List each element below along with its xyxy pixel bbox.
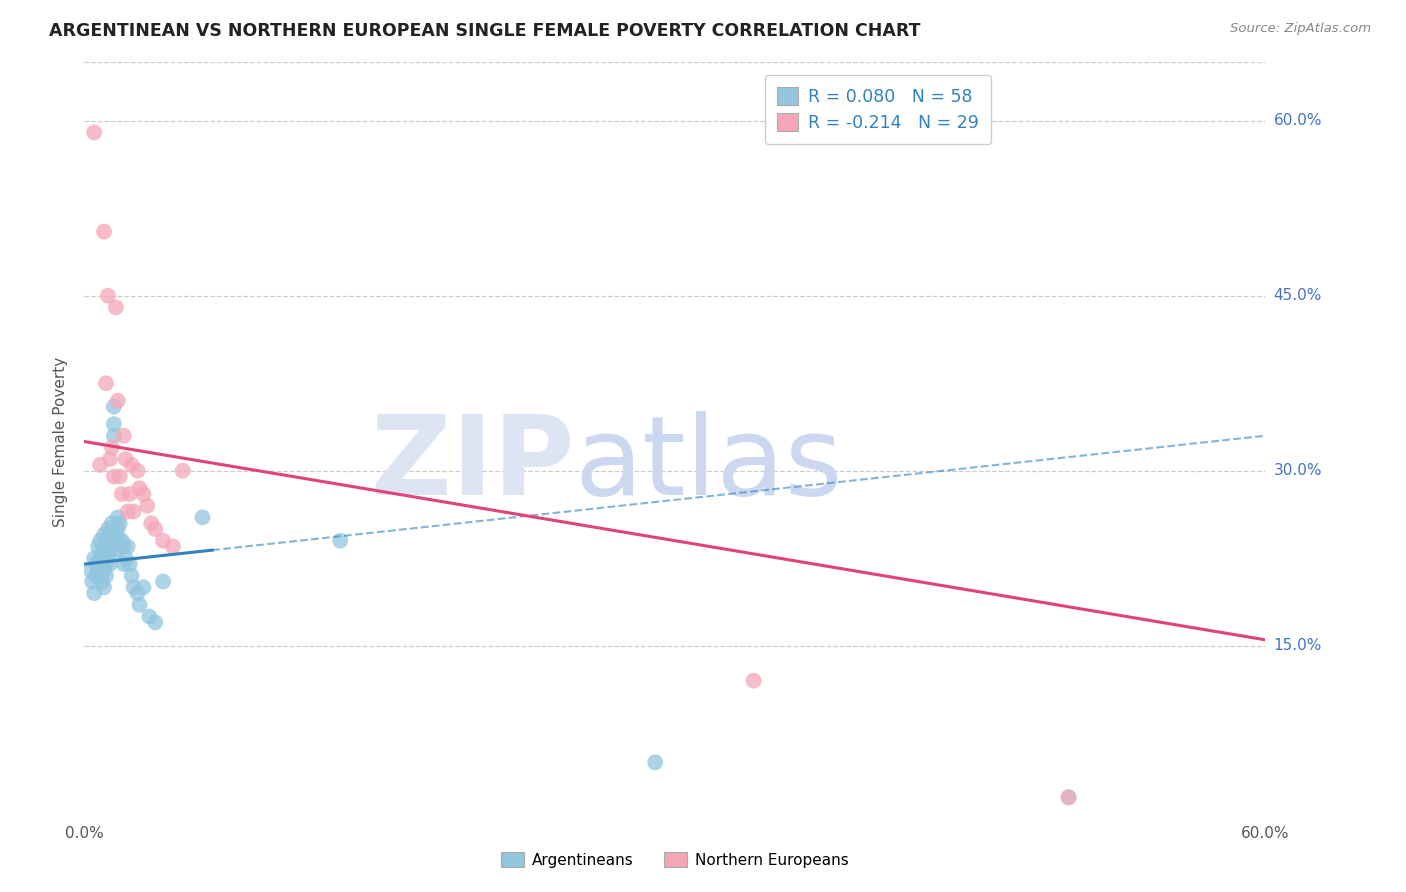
Point: [97, 545, 120, 559]
Point: [143, 615, 166, 630]
Point: [112, 557, 135, 571]
Point: [191, 510, 214, 524]
Point: [162, 540, 184, 554]
Text: atlas: atlas: [575, 411, 844, 517]
Point: [94, 545, 117, 559]
Point: [101, 441, 124, 455]
Point: [172, 464, 194, 478]
Point: [103, 469, 125, 483]
Point: [114, 551, 136, 566]
Point: [103, 417, 125, 431]
Point: [97, 533, 120, 548]
Text: ZIP: ZIP: [371, 411, 575, 517]
Point: [141, 516, 163, 531]
Point: [107, 522, 129, 536]
Point: [87, 563, 110, 577]
Point: [644, 756, 666, 770]
Point: [98, 557, 121, 571]
Point: [1057, 790, 1080, 805]
Point: [79, 563, 101, 577]
Point: [98, 452, 121, 467]
Point: [103, 400, 125, 414]
Point: [132, 580, 155, 594]
Point: [104, 528, 127, 542]
Point: [101, 533, 124, 548]
Point: [89, 551, 111, 566]
Point: [118, 557, 141, 571]
Point: [97, 522, 120, 536]
Point: [101, 516, 124, 531]
Point: [103, 428, 125, 442]
Point: [83, 551, 105, 566]
Point: [121, 568, 143, 582]
Point: [127, 464, 149, 478]
Point: [94, 557, 117, 571]
Point: [91, 557, 114, 571]
Y-axis label: Single Female Poverty: Single Female Poverty: [53, 357, 69, 526]
Point: [117, 504, 139, 518]
Point: [93, 580, 115, 594]
Point: [98, 545, 121, 559]
Point: [108, 516, 131, 531]
Point: [111, 487, 134, 501]
Point: [329, 533, 352, 548]
Point: [83, 586, 105, 600]
Point: [107, 510, 129, 524]
Point: [93, 528, 115, 542]
Point: [121, 458, 143, 472]
Text: 60.0%: 60.0%: [1274, 113, 1322, 128]
Point: [114, 452, 136, 467]
Point: [127, 586, 149, 600]
Point: [112, 428, 135, 442]
Point: [104, 545, 127, 559]
Text: ARGENTINEAN VS NORTHERN EUROPEAN SINGLE FEMALE POVERTY CORRELATION CHART: ARGENTINEAN VS NORTHERN EUROPEAN SINGLE …: [49, 22, 921, 40]
Point: [1057, 790, 1080, 805]
Point: [93, 225, 115, 239]
Point: [117, 540, 139, 554]
Point: [112, 540, 135, 554]
Point: [118, 487, 141, 501]
Point: [122, 580, 145, 594]
Point: [742, 673, 765, 688]
Point: [91, 574, 114, 589]
Point: [82, 574, 104, 589]
Point: [89, 533, 111, 548]
Point: [93, 551, 115, 566]
Point: [89, 458, 111, 472]
Point: [128, 481, 150, 495]
Text: 15.0%: 15.0%: [1274, 638, 1322, 653]
Point: [89, 568, 111, 582]
Point: [94, 533, 117, 548]
Point: [136, 499, 159, 513]
Point: [87, 540, 110, 554]
Text: Source: ZipAtlas.com: Source: ZipAtlas.com: [1230, 22, 1371, 36]
Point: [94, 376, 117, 391]
Point: [143, 522, 166, 536]
Text: 45.0%: 45.0%: [1274, 288, 1322, 303]
Point: [104, 301, 127, 315]
Text: 30.0%: 30.0%: [1274, 463, 1322, 478]
Point: [84, 568, 107, 582]
Point: [97, 289, 120, 303]
Point: [93, 540, 115, 554]
Point: [132, 487, 155, 501]
Point: [91, 545, 114, 559]
Point: [138, 609, 160, 624]
Point: [98, 528, 121, 542]
Point: [152, 574, 174, 589]
Legend: Argentineans, Northern Europeans: Argentineans, Northern Europeans: [495, 846, 855, 873]
Point: [122, 504, 145, 518]
Point: [108, 533, 131, 548]
Point: [83, 125, 105, 139]
Point: [111, 533, 134, 548]
Point: [94, 568, 117, 582]
Point: [108, 469, 131, 483]
Point: [84, 557, 107, 571]
Point: [93, 563, 115, 577]
Point: [107, 393, 129, 408]
Point: [152, 533, 174, 548]
Point: [128, 598, 150, 612]
